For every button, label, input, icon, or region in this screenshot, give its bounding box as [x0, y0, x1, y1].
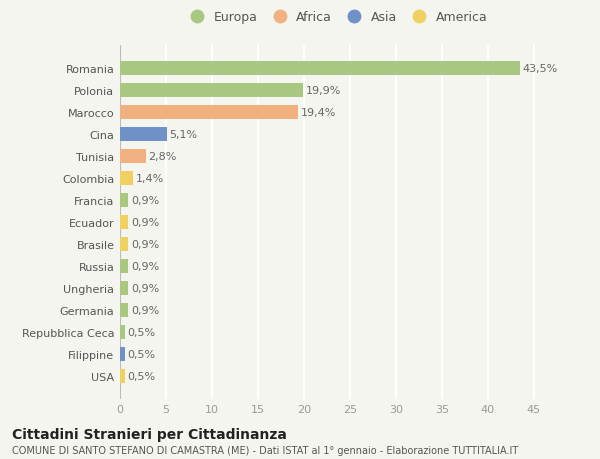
Text: 2,8%: 2,8%: [148, 152, 177, 162]
Text: 1,4%: 1,4%: [136, 174, 164, 184]
Text: 0,9%: 0,9%: [131, 218, 159, 228]
Text: 19,4%: 19,4%: [301, 108, 337, 118]
Legend: Europa, Africa, Asia, America: Europa, Africa, Asia, America: [179, 6, 493, 29]
Text: 43,5%: 43,5%: [523, 64, 558, 74]
Text: 0,9%: 0,9%: [131, 283, 159, 293]
Bar: [120, 303, 128, 318]
Bar: [120, 150, 146, 164]
Bar: [120, 106, 298, 120]
Bar: [120, 215, 128, 230]
Bar: [120, 84, 303, 98]
Text: 0,5%: 0,5%: [127, 327, 155, 337]
Text: 0,9%: 0,9%: [131, 196, 159, 206]
Text: 19,9%: 19,9%: [305, 86, 341, 96]
Bar: [120, 128, 167, 142]
Text: 0,9%: 0,9%: [131, 240, 159, 250]
Bar: [120, 369, 125, 383]
Bar: [120, 194, 128, 208]
Text: COMUNE DI SANTO STEFANO DI CAMASTRA (ME) - Dati ISTAT al 1° gennaio - Elaborazio: COMUNE DI SANTO STEFANO DI CAMASTRA (ME)…: [12, 445, 518, 455]
Bar: [120, 237, 128, 252]
Text: 5,1%: 5,1%: [170, 130, 198, 140]
Bar: [120, 172, 133, 186]
Text: 0,9%: 0,9%: [131, 305, 159, 315]
Text: 0,5%: 0,5%: [127, 371, 155, 381]
Bar: [120, 281, 128, 296]
Bar: [120, 62, 520, 76]
Bar: [120, 347, 125, 361]
Bar: [120, 259, 128, 274]
Text: 0,5%: 0,5%: [127, 349, 155, 359]
Text: Cittadini Stranieri per Cittadinanza: Cittadini Stranieri per Cittadinanza: [12, 427, 287, 441]
Bar: [120, 325, 125, 339]
Text: 0,9%: 0,9%: [131, 262, 159, 271]
